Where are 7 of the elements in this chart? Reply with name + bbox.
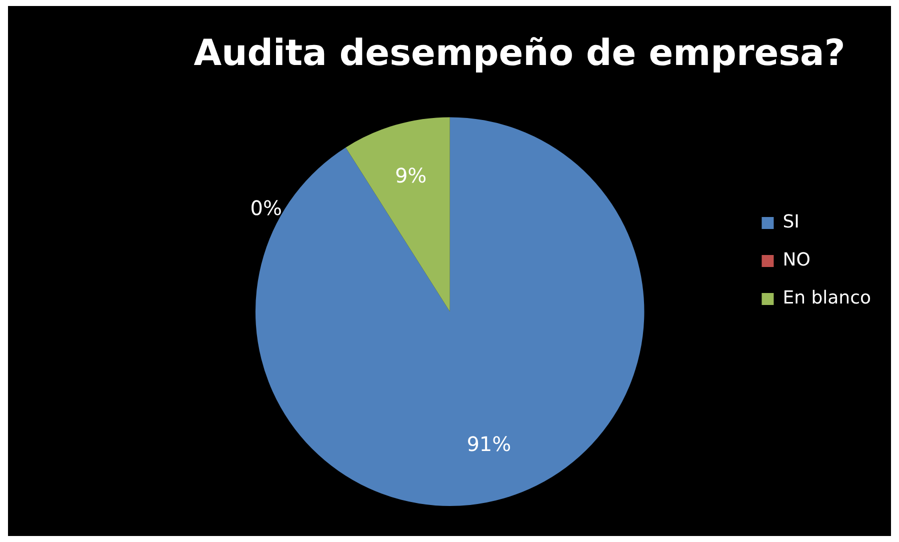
data-label: 91%	[466, 432, 512, 456]
legend-label: SI	[782, 212, 800, 233]
legend-label: NO	[782, 250, 810, 271]
text: 0%	[250, 196, 282, 220]
legend-label: En blanco	[782, 288, 872, 309]
chart-title: Audita desempeño de empresa?	[194, 32, 846, 74]
data-label: 9%	[394, 163, 427, 188]
